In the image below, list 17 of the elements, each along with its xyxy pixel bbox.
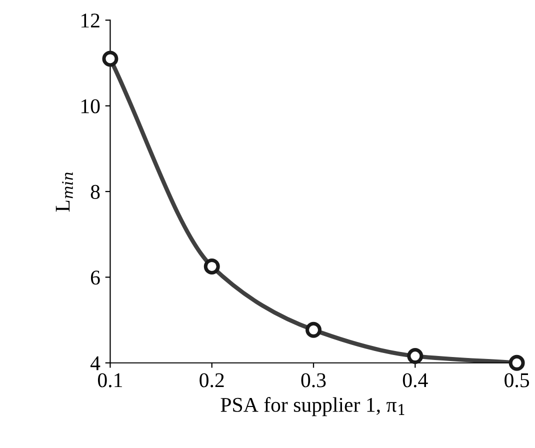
x-tick-label: 0.1 <box>98 373 122 388</box>
y-tick-label: 8 <box>90 184 100 199</box>
point <box>508 354 525 371</box>
point <box>102 50 118 67</box>
y-tick-label: 4 <box>90 356 100 370</box>
x-tick-label: 0.4 <box>402 373 428 388</box>
x-tick-label: 0.3 <box>301 373 326 388</box>
point <box>407 348 424 364</box>
point <box>306 322 322 338</box>
y-tick-label: 12 <box>81 14 100 28</box>
y-axis-title: L$_{min}$ <box>56 172 73 212</box>
x-axis-title: PSA for supplier 1, π$_{1}$ <box>220 397 404 416</box>
x-tick-label: 0.5 <box>504 373 530 388</box>
x-tick-label: 0.2 <box>200 373 224 388</box>
y-tick-label: 6 <box>90 270 100 285</box>
point <box>204 258 220 274</box>
y-tick-label: 10 <box>81 99 100 114</box>
